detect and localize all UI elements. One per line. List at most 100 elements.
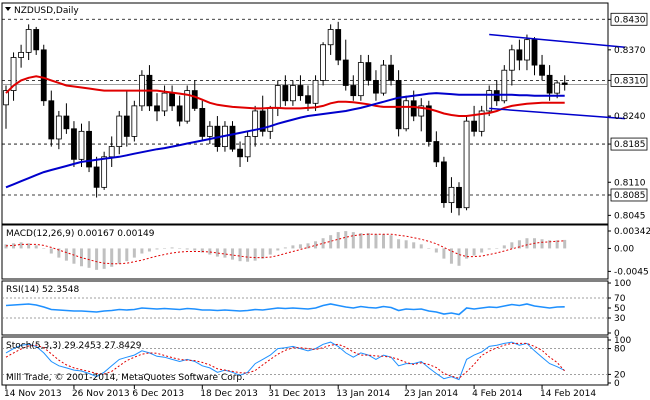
bearish-candle — [471, 120, 478, 132]
bullish-candle — [101, 156, 108, 188]
bullish-candle — [3, 90, 9, 106]
macd-histogram-bar — [223, 248, 227, 258]
macd-histogram-bar — [329, 235, 333, 249]
macd-histogram-bar — [102, 248, 106, 269]
bearish-candle — [86, 130, 92, 168]
macd-histogram-bar — [283, 247, 287, 249]
macd-histogram-bar — [155, 248, 159, 250]
bullish-candle — [252, 110, 259, 137]
bullish-candle — [501, 69, 508, 102]
price-level-label-box — [610, 188, 648, 202]
bullish-candle — [131, 105, 138, 137]
macd-histogram-bar — [540, 239, 544, 249]
bearish-candle — [229, 125, 236, 150]
macd-histogram-bar — [442, 248, 446, 259]
macd-histogram-bar — [208, 248, 212, 255]
macd-histogram-bar — [170, 247, 174, 249]
bearish-candle — [176, 105, 183, 122]
copyright-text: Mill Trade, © 2001-2014, MetaQuotes Soft… — [6, 373, 245, 383]
price-panel-frame[interactable] — [1, 2, 609, 225]
price-level-label-box — [610, 73, 648, 87]
time-tick-label: 31 Dec 2013 — [268, 389, 326, 399]
macd-histogram-bar — [457, 248, 461, 266]
macd-panel-frame[interactable] — [1, 224, 609, 280]
macd-histogram-bar — [34, 245, 38, 249]
bearish-candle — [33, 29, 40, 51]
price-plot: 0.8430 0.8370 0.8310 0.8240 0.8185 0.8110 0.80… — [2, 12, 648, 221]
bearish-candle — [350, 85, 357, 97]
stoch-tick-label: 100 — [614, 336, 631, 346]
bearish-candle — [373, 79, 379, 94]
macd-tick-label: -0.0045 — [614, 267, 649, 277]
chart-menu-triangle-icon[interactable] — [5, 7, 11, 11]
bullish-candle — [320, 44, 327, 81]
rsi-tick-label: 30 — [614, 314, 626, 324]
bullish-candle — [78, 130, 85, 160]
time-tick-label: 18 Dec 2013 — [200, 389, 257, 399]
bullish-candle — [554, 82, 561, 94]
macd-histogram-bar — [72, 248, 76, 264]
price-tick-label: 0.8310 — [614, 76, 646, 86]
bearish-candle — [388, 64, 394, 81]
bullish-candle — [244, 136, 251, 158]
rsi-line — [5, 303, 565, 316]
time-tick-label: 6 Dec 2013 — [132, 389, 184, 399]
bullish-candle — [463, 120, 470, 209]
bearish-candle — [546, 74, 553, 94]
bullish-candle — [184, 90, 191, 122]
bearish-candle — [531, 39, 538, 66]
bearish-candle — [561, 82, 568, 85]
bullish-candle — [312, 79, 319, 104]
macd-histogram-bar — [525, 238, 529, 249]
lower-trendline — [489, 107, 626, 120]
macd-histogram-bar — [87, 248, 91, 268]
macd-histogram-bar — [178, 248, 182, 249]
bearish-candle — [335, 29, 342, 61]
stoch-panel-frame[interactable] — [1, 336, 609, 386]
macd-histogram-bar — [147, 248, 151, 252]
macd-histogram-bar — [261, 248, 265, 259]
macd-histogram-bar — [57, 248, 61, 258]
time-tick-label: 23 Jan 2014 — [404, 389, 458, 399]
macd-title: MACD(12,26,9) 0.00167 0.00149 — [6, 229, 155, 239]
bearish-candle — [297, 85, 304, 97]
bearish-candle — [410, 100, 417, 117]
macd-histogram-bar — [314, 241, 318, 249]
price-tick-label: 0.8430 — [614, 15, 646, 25]
stoch-tick-label: 20 — [614, 370, 626, 380]
bearish-candle — [425, 105, 432, 142]
bullish-candle — [403, 100, 410, 130]
macd-histogram-bar — [336, 232, 340, 249]
bearish-candle — [169, 92, 176, 107]
price-level-label-box — [610, 137, 648, 151]
macd-histogram-bar — [480, 248, 484, 253]
price-level-label-box — [610, 12, 648, 26]
bullish-candle — [161, 92, 168, 112]
chart-symbol-title: NZDUSD,Daily — [14, 6, 79, 16]
macd-histogram-bar — [193, 248, 197, 251]
bearish-candle — [456, 186, 462, 209]
macd-histogram-bar — [42, 248, 46, 249]
bullish-candle — [25, 29, 32, 53]
price-tick-label: 0.8110 — [614, 178, 646, 188]
macd-histogram-bar — [359, 233, 363, 249]
bearish-candle — [63, 115, 70, 130]
bearish-candle — [305, 95, 311, 104]
macd-histogram-bar — [412, 242, 416, 249]
macd-histogram-bar — [64, 248, 68, 261]
macd-histogram-bar — [95, 248, 99, 270]
bullish-candle — [116, 115, 123, 148]
price-tick-label: 0.8370 — [614, 46, 646, 56]
time-tick-label: 14 Nov 2013 — [4, 389, 62, 399]
price-tick-label: 0.8185 — [614, 140, 646, 150]
macd-signal-line — [5, 233, 565, 265]
bullish-candle — [486, 90, 493, 112]
macd-histogram-bar — [344, 231, 348, 249]
upper-trendline — [489, 33, 626, 49]
bearish-candle — [516, 49, 523, 61]
bearish-candle — [191, 90, 198, 109]
macd-plot: 0.00342 0.00 -0.0045 — [4, 227, 650, 277]
macd-histogram-bar — [555, 240, 559, 249]
macd-histogram-bar — [117, 248, 121, 264]
